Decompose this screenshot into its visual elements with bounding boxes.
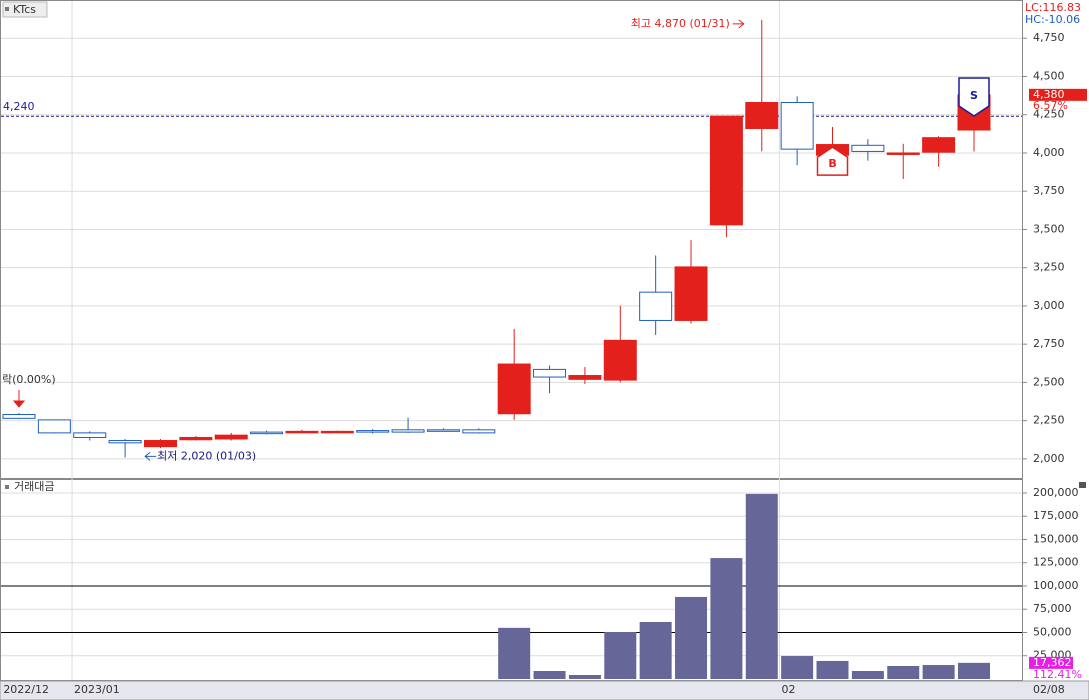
volume-bar xyxy=(568,675,601,679)
candle-body xyxy=(143,440,177,448)
y-tick-label: 150,000 xyxy=(1033,532,1079,545)
last-price-box xyxy=(1029,88,1087,101)
low-note: 최저 2,020 (01/03) xyxy=(157,449,256,462)
candle-body xyxy=(73,432,107,438)
lc-label: LC:116.83 xyxy=(1025,1,1081,14)
arrow xyxy=(732,19,745,29)
volume-bar xyxy=(533,671,566,679)
volume-bar xyxy=(781,656,814,679)
candle-body xyxy=(497,363,531,415)
volume-bar xyxy=(816,660,849,679)
last-price-label: 4,380 xyxy=(1033,88,1065,101)
candle-body xyxy=(709,115,743,226)
candle-body xyxy=(356,430,390,433)
lock-note: 락(0.00%) xyxy=(2,373,56,386)
chart-title: KTcs xyxy=(13,3,36,16)
candle-body xyxy=(391,429,425,433)
x-tick-label: 02 xyxy=(781,683,795,696)
x-tick-label: 2023/01 xyxy=(74,683,120,696)
candle-body xyxy=(179,436,213,441)
x-tick-label: 02/08 xyxy=(1033,683,1065,696)
volume-bar xyxy=(498,627,531,679)
candle-body xyxy=(37,419,71,434)
candle-body xyxy=(886,152,920,155)
pane-button[interactable] xyxy=(1079,482,1086,488)
arrow xyxy=(12,390,26,408)
candle-body xyxy=(639,291,673,321)
y-tick-label: 2,000 xyxy=(1033,452,1065,465)
y-tick-label: 3,000 xyxy=(1033,299,1065,312)
arrow xyxy=(144,451,157,461)
candle-body xyxy=(2,414,36,419)
change-label: 6.57% xyxy=(1033,99,1068,112)
high-note: 최고 4,870 (01/31) xyxy=(631,17,730,30)
icon xyxy=(5,7,9,11)
price-pane xyxy=(0,0,1023,479)
reference-label: 4,240 xyxy=(3,100,35,113)
y-tick-label: 175,000 xyxy=(1033,509,1079,522)
candle-body xyxy=(745,101,779,129)
volume-bar xyxy=(675,596,708,679)
y-tick-label: 4,000 xyxy=(1033,146,1065,159)
volume-bar xyxy=(745,493,778,679)
y-tick-label: 4,250 xyxy=(1033,108,1065,121)
x-tick-label: 2022/12 xyxy=(3,683,49,696)
y-tick-label: 2,500 xyxy=(1033,375,1065,388)
candle-body xyxy=(214,434,248,440)
y-tick-label: 4,750 xyxy=(1033,31,1065,44)
sell-marker xyxy=(958,77,990,117)
title-box[interactable] xyxy=(2,1,48,18)
candle-body xyxy=(603,339,637,381)
y-tick-label: 2,250 xyxy=(1033,414,1065,427)
x-axis-bar xyxy=(0,680,1089,700)
candle-body xyxy=(533,368,567,378)
last-volume-label: 17,362 xyxy=(1033,656,1072,669)
y-tick-label: 100,000 xyxy=(1033,579,1079,592)
last-volume-box xyxy=(1029,656,1073,669)
y-tick-label: 75,000 xyxy=(1033,602,1072,615)
volume-bar xyxy=(639,621,672,679)
volume-bar xyxy=(710,558,743,679)
y-tick-label: 200,000 xyxy=(1033,486,1079,499)
volume-bar xyxy=(851,671,884,679)
y-tick-label: 3,250 xyxy=(1033,261,1065,274)
volume-bar xyxy=(957,662,990,679)
y-tick-label: 3,500 xyxy=(1033,222,1065,235)
volume-bar xyxy=(922,665,955,679)
volume-title: 거래대금 xyxy=(14,480,54,493)
candle-body xyxy=(674,266,708,321)
candle-body xyxy=(568,375,602,380)
y-tick-label: 125,000 xyxy=(1033,556,1079,569)
candle-body xyxy=(780,101,814,150)
buy-label: B xyxy=(828,157,836,170)
icon xyxy=(5,485,9,489)
candle-body xyxy=(285,430,319,434)
sell-label: S xyxy=(970,89,978,102)
ratio-label: 112.41% xyxy=(1033,668,1082,681)
candle-body xyxy=(250,431,284,435)
volume-bar xyxy=(604,632,637,679)
candle-body xyxy=(851,144,885,152)
candle-body xyxy=(426,429,460,432)
y-tick-label: 4,500 xyxy=(1033,69,1065,82)
candle-body xyxy=(922,137,956,153)
y-tick-label: 50,000 xyxy=(1033,625,1072,638)
y-tick-label: 2,750 xyxy=(1033,337,1065,350)
volume-bar xyxy=(887,665,920,679)
buy-marker xyxy=(816,146,849,176)
candle-body xyxy=(320,430,354,434)
y-tick-label: 3,750 xyxy=(1033,184,1065,197)
hc-label: HC:-10.06 xyxy=(1025,13,1080,26)
candle-body xyxy=(462,429,496,434)
candle-body xyxy=(108,440,142,444)
